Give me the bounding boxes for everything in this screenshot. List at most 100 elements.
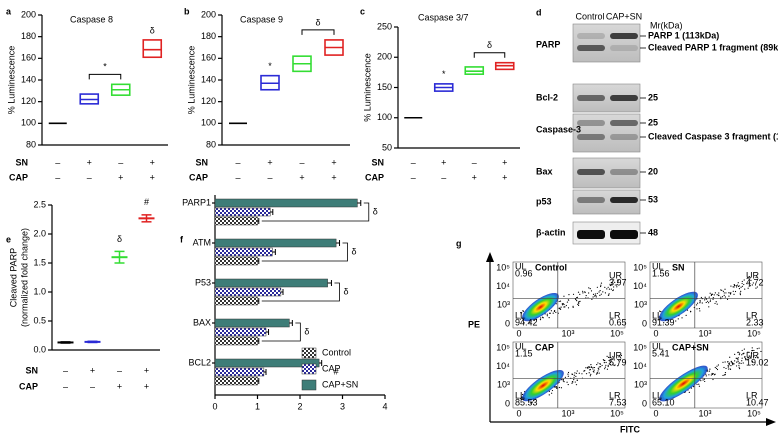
quadrant-name: UR <box>746 350 759 360</box>
event-dot <box>713 294 715 296</box>
event-dot <box>604 292 607 294</box>
row-sign: + <box>441 157 446 167</box>
event-dot <box>755 356 757 359</box>
row-sign: + <box>472 172 477 182</box>
y-tick-label: 0 <box>505 398 510 408</box>
y-tick-label: 120 <box>21 96 36 106</box>
quadrant-name: UL <box>652 261 664 271</box>
event-dot <box>725 292 727 294</box>
event-dot <box>606 288 608 290</box>
event-dot <box>738 366 740 368</box>
event-dot <box>737 357 739 359</box>
marker-label: 20 <box>648 166 658 176</box>
row-sign: – <box>235 157 240 167</box>
event-dot <box>703 378 706 380</box>
event-dot <box>727 368 730 370</box>
mr-label: Mr(kDa) <box>650 20 683 30</box>
quadrant-value: 2.33 <box>746 317 764 327</box>
event-dot <box>727 361 729 363</box>
event-dot <box>760 350 762 353</box>
event-dot <box>521 312 523 314</box>
event-dot <box>696 302 699 304</box>
event-dot <box>737 282 739 284</box>
density <box>522 369 564 402</box>
blot-band <box>610 134 638 140</box>
event-dot <box>743 352 745 354</box>
quadrant-name: UL <box>515 261 527 271</box>
event-dot <box>599 289 601 292</box>
x-tick-label: 3 <box>340 401 345 411</box>
x-tick-label: 10³ <box>698 328 711 338</box>
blot-row-label: p53 <box>536 196 552 206</box>
event-dot <box>563 303 565 306</box>
row-sign: + <box>331 157 336 167</box>
bar <box>214 216 258 226</box>
y-tick-label: 10⁵ <box>496 342 510 352</box>
event-dot <box>573 374 575 376</box>
event-dot <box>585 373 588 375</box>
y-tick-label: 10⁴ <box>496 361 510 371</box>
event-dot <box>698 308 701 310</box>
event-dot <box>716 294 718 296</box>
blot-band <box>577 120 605 126</box>
bracket <box>261 202 370 222</box>
event-dot <box>533 400 535 402</box>
y-tick-label: 200 <box>21 9 36 19</box>
event-dot <box>519 318 521 320</box>
annotation: * <box>103 62 107 72</box>
bar <box>214 376 258 386</box>
event-dot <box>749 355 751 357</box>
y-tick-label: 180 <box>201 31 216 41</box>
event-dot <box>595 373 598 375</box>
y-tick-label: 50 <box>382 142 392 152</box>
event-dot <box>739 294 741 296</box>
event-dot <box>709 368 711 370</box>
event-dot <box>539 319 542 321</box>
event-dot <box>617 280 620 282</box>
event-dot <box>601 364 603 367</box>
event-dot <box>573 376 575 378</box>
event-dot <box>589 375 591 377</box>
row-sign: – <box>235 172 240 182</box>
event-dot <box>572 293 575 295</box>
annotation: δ <box>487 40 492 50</box>
event-dot <box>555 311 557 313</box>
row-sign: + <box>502 157 507 167</box>
event-dot <box>575 375 577 377</box>
event-dot <box>602 359 605 361</box>
event-dot <box>755 287 757 289</box>
row-sign: + <box>331 172 336 182</box>
event-dot <box>561 304 564 306</box>
event-dot <box>576 379 578 381</box>
event-dot <box>693 386 695 388</box>
row-label: CAP <box>365 172 384 182</box>
event-dot <box>548 394 550 396</box>
event-dot <box>576 300 578 302</box>
bar <box>214 207 271 217</box>
legend-swatch <box>301 379 317 391</box>
event-dot <box>737 351 739 354</box>
event-dot <box>615 284 618 286</box>
y-tick-label: 10³ <box>497 300 510 310</box>
event-dot <box>747 287 749 289</box>
event-dot <box>742 362 744 364</box>
event-dot <box>564 376 566 378</box>
event-dot <box>596 363 598 366</box>
blot-band <box>610 95 638 101</box>
x-axis-label: FITC <box>620 424 640 434</box>
event-dot <box>727 366 730 368</box>
event-dot <box>657 318 659 321</box>
marker-label: 48 <box>648 227 658 237</box>
event-dot <box>723 294 725 296</box>
event-dot <box>574 372 576 374</box>
y-tick-label: 0.0 <box>33 344 46 354</box>
event-dot <box>610 360 612 362</box>
y-axis-label: Cleaved PARP <box>8 248 18 307</box>
marker-label: 25 <box>648 117 658 127</box>
event-dot <box>608 288 611 290</box>
event-dot <box>725 367 727 370</box>
x-tick-label: 1 <box>255 401 260 411</box>
event-dot <box>603 361 605 364</box>
y-tick-label: 100 <box>21 118 36 128</box>
row-sign: + <box>118 172 123 182</box>
